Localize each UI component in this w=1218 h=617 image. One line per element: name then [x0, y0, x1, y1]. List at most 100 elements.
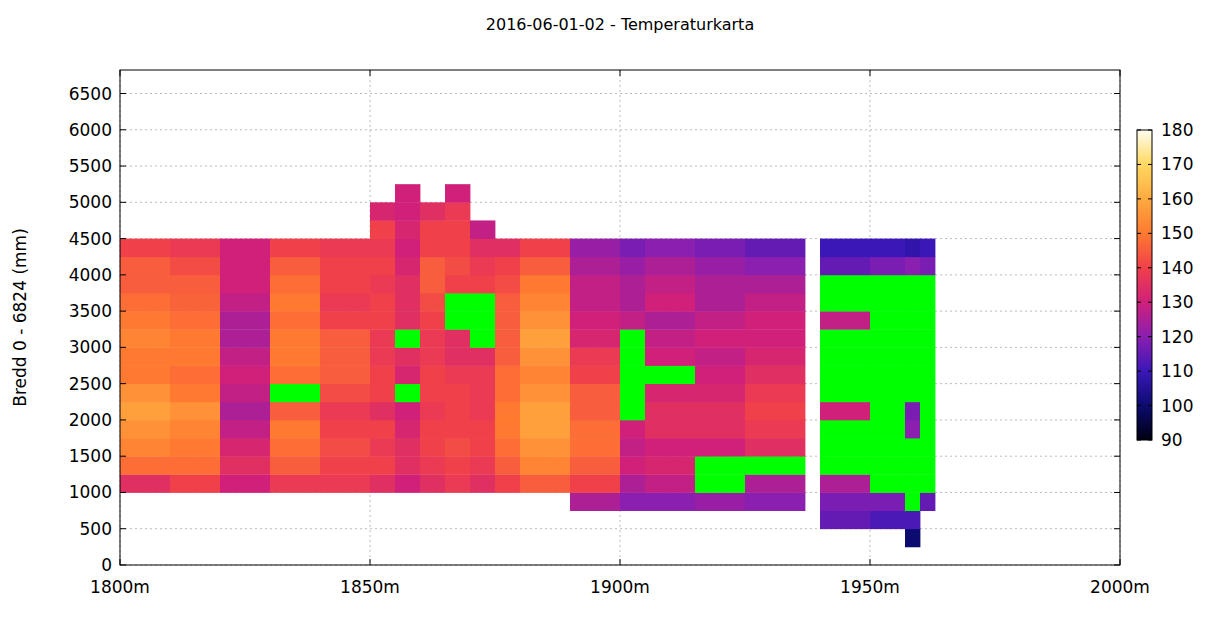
- cell: [445, 384, 470, 403]
- cell: [870, 511, 905, 530]
- cell: [920, 474, 935, 493]
- cell: [270, 438, 320, 457]
- cell: [470, 456, 495, 475]
- cell: [695, 329, 745, 348]
- tick: [1114, 492, 1120, 493]
- cell: [570, 366, 620, 385]
- cell: [120, 474, 170, 493]
- cell: [570, 492, 620, 511]
- cell: [270, 311, 320, 330]
- cell: [170, 438, 220, 457]
- cell: [420, 257, 445, 276]
- cell: [445, 239, 470, 258]
- cell: [170, 474, 220, 493]
- cell: [570, 474, 620, 493]
- x-tick-label: 1900m: [590, 577, 650, 597]
- cell: [695, 456, 745, 475]
- cell: [520, 275, 570, 294]
- cell: [870, 438, 905, 457]
- cell: [420, 275, 445, 294]
- cell: [495, 402, 520, 421]
- cell: [470, 420, 495, 439]
- cell: [120, 456, 170, 475]
- cell: [645, 420, 695, 439]
- cell: [320, 474, 370, 493]
- cells: [120, 184, 935, 547]
- cell: [620, 438, 645, 457]
- colorbar-label: 90: [1161, 430, 1183, 450]
- cell: [220, 420, 270, 439]
- cell: [620, 239, 645, 258]
- cell: [220, 311, 270, 330]
- cell: [395, 184, 420, 203]
- cell: [570, 420, 620, 439]
- cell: [745, 329, 805, 348]
- tick: [1114, 419, 1120, 420]
- cell: [470, 402, 495, 421]
- cell: [270, 347, 320, 366]
- cell: [920, 402, 935, 421]
- tick: [120, 70, 121, 76]
- cell: [645, 438, 695, 457]
- cell: [170, 239, 220, 258]
- colorbar-tick: [1148, 267, 1152, 268]
- cell: [320, 329, 370, 348]
- cell: [520, 311, 570, 330]
- cell: [370, 220, 395, 239]
- cell: [620, 402, 645, 421]
- cell: [920, 347, 935, 366]
- tick: [1114, 565, 1120, 566]
- cell: [445, 402, 470, 421]
- cell: [120, 329, 170, 348]
- cell: [270, 293, 320, 312]
- colorbar-tick: [1148, 233, 1152, 234]
- cell: [470, 311, 495, 330]
- cell: [920, 438, 935, 457]
- cell: [745, 257, 805, 276]
- cell: [370, 293, 395, 312]
- cell: [445, 366, 470, 385]
- cell: [445, 257, 470, 276]
- colorbar-tick: [1148, 198, 1152, 199]
- cell: [870, 293, 905, 312]
- title: 2016-06-01-02 - Temperaturkarta: [486, 15, 754, 34]
- y-tick-label: 3000: [69, 337, 112, 357]
- colorbar-tick: [1148, 302, 1152, 303]
- y-tick-label: 4000: [69, 265, 112, 285]
- cell: [745, 384, 805, 403]
- tick: [1114, 383, 1120, 384]
- cell: [905, 275, 920, 294]
- cell: [620, 474, 645, 493]
- cell: [905, 311, 920, 330]
- cell: [570, 311, 620, 330]
- cell: [370, 384, 395, 403]
- cell: [820, 438, 870, 457]
- cell: [220, 456, 270, 475]
- cell: [870, 275, 905, 294]
- colorbar-tick: [1148, 440, 1152, 441]
- cell: [695, 347, 745, 366]
- tick: [1114, 93, 1120, 94]
- cell: [820, 420, 870, 439]
- cell: [470, 239, 495, 258]
- cell: [820, 402, 870, 421]
- tick: [120, 129, 126, 130]
- cell: [520, 438, 570, 457]
- cell: [320, 311, 370, 330]
- cell: [445, 311, 470, 330]
- cell: [220, 402, 270, 421]
- cell: [570, 275, 620, 294]
- cell: [695, 366, 745, 385]
- cell: [270, 257, 320, 276]
- cell: [745, 275, 805, 294]
- colorbar-label: 110: [1161, 361, 1193, 381]
- tick: [620, 70, 621, 76]
- cell: [170, 257, 220, 276]
- tick: [120, 565, 126, 566]
- cell: [470, 329, 495, 348]
- cell: [695, 438, 745, 457]
- cell: [420, 384, 445, 403]
- cell: [420, 474, 445, 493]
- cell: [920, 275, 935, 294]
- cell: [620, 456, 645, 475]
